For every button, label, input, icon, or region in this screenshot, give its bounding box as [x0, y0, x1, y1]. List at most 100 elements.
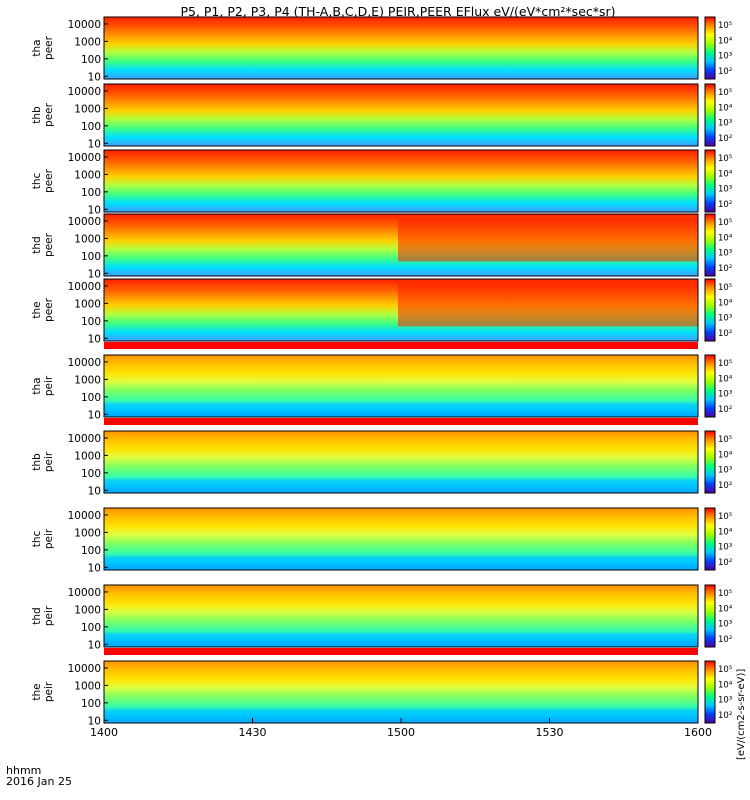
- flux-enhancement-region: [398, 218, 698, 262]
- colorbar-tick-label: 10²: [718, 134, 732, 144]
- panel-ylabel: peer: [43, 232, 55, 257]
- colorbar-tick-label: 10⁴: [718, 604, 733, 614]
- y-tick-label: 100: [81, 698, 101, 710]
- colorbar-tick-label: 10³: [718, 543, 732, 553]
- colorbar-tick-label: 10⁴: [718, 169, 733, 179]
- y-tick-label: 10000: [68, 663, 101, 675]
- x-tick-label: 1400: [90, 726, 118, 739]
- colorbar-tick-label: 10²: [718, 481, 732, 491]
- panel-2: 10 100 1000 10000 thb peer 10⁵ 10⁴ 10³ 10²: [31, 83, 733, 150]
- panel-frame: [103, 278, 699, 342]
- flux-enhancement-region: [398, 283, 698, 327]
- colorbar: [704, 354, 716, 418]
- colorbar-tick-label: 10²: [718, 711, 732, 721]
- y-tick-label: 1000: [74, 298, 101, 310]
- y-tick-label: 10000: [68, 152, 101, 164]
- colorbar-tick-label: 10⁴: [718, 298, 733, 308]
- colorbar-tick-label: 10⁴: [718, 233, 733, 243]
- colorbar-tick-label: 10⁴: [718, 36, 733, 46]
- panel-ylabel: the: [31, 301, 43, 318]
- y-tick-label: 1000: [74, 604, 101, 616]
- panel-frame: [103, 584, 699, 648]
- y-tick-label: 100: [81, 54, 101, 66]
- y-tick-label: 100: [81, 468, 101, 480]
- y-tick-label: 10: [88, 333, 101, 345]
- y-tick-label: 1000: [74, 233, 101, 245]
- colorbar-tick-label: 10⁵: [718, 218, 732, 228]
- separator-band: [104, 418, 698, 425]
- panel-ylabel: thc: [31, 531, 43, 548]
- y-tick-label: 10000: [68, 510, 101, 522]
- panel-9: 10 100 1000 10000 thd peir 10⁵ 10⁴ 10³ 10²: [31, 584, 733, 655]
- y-tick-label: 1000: [74, 527, 101, 539]
- colorbar-tick-label: 10³: [718, 52, 732, 62]
- colorbar: [704, 278, 716, 342]
- noise-floor-region: [104, 556, 698, 570]
- panel-frame: [103, 149, 699, 213]
- colorbar-tick-label: 10²: [718, 558, 732, 568]
- y-tick-label: 10000: [68, 587, 101, 599]
- colorbar-tick-label: 10⁴: [718, 374, 733, 384]
- colorbar-tick-label: 10³: [718, 390, 732, 400]
- y-tick-label: 100: [81, 251, 101, 263]
- x-tick-label: 1430: [239, 726, 267, 739]
- panel-ylabel: peer: [43, 35, 55, 60]
- y-tick-label: 1000: [74, 36, 101, 48]
- panel-ylabel: peir: [43, 528, 55, 549]
- panel-ylabel: tha: [31, 39, 43, 56]
- colorbar: [704, 149, 716, 213]
- y-tick-label: 100: [81, 392, 101, 404]
- colorbar-tick-label: 10³: [718, 119, 732, 129]
- colorbar-tick-label: 10⁴: [718, 527, 733, 537]
- figure-title: P5, P1, P2, P3, P4 (TH-A,B,C,D,E) PEIR,P…: [180, 4, 615, 19]
- colorbar-tick-label: 10³: [718, 696, 732, 706]
- panel-ylabel: tha: [31, 377, 43, 394]
- panel-10: 10 100 1000 10000 the peir 10⁵ 10⁴ 10³ 10²: [31, 660, 733, 727]
- colorbar-tick-label: 10⁵: [718, 435, 732, 445]
- colorbar-tick-label: 10²: [718, 200, 732, 210]
- panel-ylabel: peir: [43, 681, 55, 702]
- panel-ylabel: peer: [43, 168, 55, 193]
- spectrogram-image: [104, 84, 698, 146]
- panel-frame: [103, 213, 699, 277]
- y-tick-label: 10000: [68, 433, 101, 445]
- panel-ylabel: peer: [43, 102, 55, 127]
- x-tick-label: 1600: [684, 726, 712, 739]
- panel-frame: [103, 354, 699, 418]
- panel-frame: [103, 16, 699, 80]
- x-axis: 1400 1430 1500 1530 1600: [90, 718, 712, 739]
- colorbar: [704, 213, 716, 277]
- colorbar-tick-label: 10⁵: [718, 283, 732, 293]
- panel-ylabel: peir: [43, 375, 55, 396]
- y-tick-label: 10000: [68, 281, 101, 293]
- colorbar: [704, 430, 716, 494]
- y-tick-label: 10: [88, 268, 101, 280]
- colorbar-tick-label: 10⁵: [718, 589, 732, 599]
- colorbar-units-label: [eV/(cm2-s-sr-eV)]: [736, 669, 747, 760]
- colorbar-tick-label: 10³: [718, 620, 732, 630]
- colorbar-tick-label: 10²: [718, 264, 732, 274]
- panel-3: 10 100 1000 10000 thc peer 10⁵ 10⁴ 10³ 10²: [31, 149, 733, 216]
- y-tick-label: 10: [88, 715, 101, 727]
- colorbar-tick-label: 10²: [718, 405, 732, 415]
- colorbar: [704, 83, 716, 147]
- panel-1: 10 100 1000 10000 tha peer 10⁵ 10⁴ 10³ 10²: [31, 16, 733, 83]
- y-tick-label: 1000: [74, 450, 101, 462]
- separator-band: [104, 648, 698, 655]
- y-tick-label: 100: [81, 187, 101, 199]
- panel-ylabel: thd: [31, 236, 43, 253]
- panel-ylabel: thc: [31, 173, 43, 190]
- panel-6: 10 100 1000 10000 tha peir 10⁵ 10⁴ 10³ 10²: [31, 354, 733, 425]
- colorbar-tick-label: 10³: [718, 185, 732, 195]
- panel-ylabel: thb: [31, 453, 43, 471]
- y-tick-label: 100: [81, 316, 101, 328]
- y-tick-label: 10: [88, 639, 101, 651]
- colorbar-tick-label: 10³: [718, 249, 732, 259]
- noise-floor-region: [104, 403, 698, 417]
- y-tick-label: 10: [88, 138, 101, 150]
- colorbar-tick-label: 10²: [718, 329, 732, 339]
- colorbar-tick-label: 10²: [718, 635, 732, 645]
- x-tick-label: 1500: [387, 726, 415, 739]
- colorbar-tick-label: 10³: [718, 466, 732, 476]
- colorbar-tick-label: 10⁵: [718, 154, 732, 164]
